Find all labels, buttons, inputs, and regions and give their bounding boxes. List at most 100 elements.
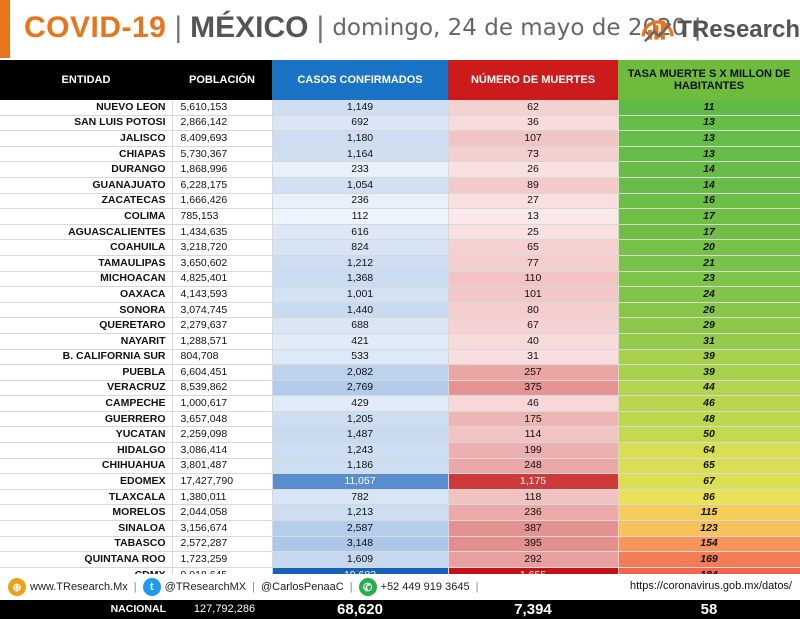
cell-poblacion: 6,604,451 [172, 365, 272, 381]
cell-casos: 236 [272, 193, 448, 209]
cell-tasa: 31 [618, 333, 800, 349]
cell-tasa: 50 [618, 427, 800, 443]
tresearch-logo: TResearch [640, 6, 800, 54]
cell-casos: 1,213 [272, 505, 448, 521]
footer-web[interactable]: ⊕ www.TResearch.Mx [8, 578, 128, 596]
cell-poblacion: 1,434,635 [172, 224, 272, 240]
cell-poblacion: 785,153 [172, 209, 272, 225]
cell-entidad: JALISCO [0, 131, 172, 147]
cell-casos: 688 [272, 318, 448, 334]
cell-tasa: 29 [618, 318, 800, 334]
cell-entidad: NAYARIT [0, 333, 172, 349]
footer-handle-text: @CarlosPenaaC [261, 581, 344, 593]
cell-muertes: 80 [448, 302, 618, 318]
cell-muertes: 27 [448, 193, 618, 209]
total-entidad: NACIONAL [0, 599, 172, 619]
cell-entidad: TAMAULIPAS [0, 255, 172, 271]
cell-casos: 692 [272, 115, 448, 131]
title-separator-2: | [317, 11, 325, 45]
cell-entidad: TABASCO [0, 536, 172, 552]
cell-tasa: 16 [618, 193, 800, 209]
footer-divider-3: | [350, 581, 353, 593]
cell-tasa: 115 [618, 505, 800, 521]
cell-muertes: 73 [448, 146, 618, 162]
header-muertes: NÚMERO DE MUERTES [448, 60, 618, 100]
cell-muertes: 65 [448, 240, 618, 256]
cell-poblacion: 1,000,617 [172, 396, 272, 412]
cell-poblacion: 2,044,058 [172, 505, 272, 521]
cell-poblacion: 8,409,693 [172, 131, 272, 147]
twitter-icon: t [143, 578, 161, 596]
cell-entidad: NUEVO LEON [0, 100, 172, 115]
cell-poblacion: 2,866,142 [172, 115, 272, 131]
cell-poblacion: 6,228,175 [172, 177, 272, 193]
cell-muertes: 40 [448, 333, 618, 349]
cell-casos: 824 [272, 240, 448, 256]
footer-handle[interactable]: @CarlosPenaaC [261, 581, 344, 593]
footer-twitter-text: @TResearchMX [165, 581, 246, 593]
table-header-row: ENTIDAD POBLACIÓN CASOS CONFIRMADOS NÚME… [0, 60, 800, 100]
cell-tasa: 13 [618, 131, 800, 147]
cell-tasa: 13 [618, 115, 800, 131]
covid-table-container: ENTIDAD POBLACIÓN CASOS CONFIRMADOS NÚME… [0, 60, 800, 619]
cell-tasa: 17 [618, 224, 800, 240]
cell-poblacion: 1,380,011 [172, 489, 272, 505]
cell-poblacion: 3,218,720 [172, 240, 272, 256]
cell-entidad: MORELOS [0, 505, 172, 521]
cell-muertes: 13 [448, 209, 618, 225]
cell-poblacion: 17,427,790 [172, 474, 272, 490]
cell-entidad: QUINTANA ROO [0, 552, 172, 568]
cell-muertes: 110 [448, 271, 618, 287]
cell-muertes: 199 [448, 443, 618, 459]
cell-tasa: 169 [618, 552, 800, 568]
cell-muertes: 107 [448, 131, 618, 147]
cell-entidad: SINALOA [0, 521, 172, 537]
cell-muertes: 89 [448, 177, 618, 193]
cell-casos: 421 [272, 333, 448, 349]
cell-casos: 616 [272, 224, 448, 240]
cell-casos: 1,212 [272, 255, 448, 271]
logo-text: TResearch [677, 16, 800, 44]
cell-poblacion: 8,539,862 [172, 380, 272, 396]
cell-casos: 1,054 [272, 177, 448, 193]
cell-entidad: OAXACA [0, 287, 172, 303]
cell-tasa: 17 [618, 209, 800, 225]
footer-source-url[interactable]: https://coronavirus.gob.mx/datos/ [630, 580, 792, 592]
cell-tasa: 123 [618, 521, 800, 537]
cell-poblacion: 4,143,593 [172, 287, 272, 303]
cell-muertes: 1,175 [448, 474, 618, 490]
header-accent-bar [0, 0, 10, 58]
cell-tasa: 65 [618, 458, 800, 474]
cell-muertes: 292 [448, 552, 618, 568]
cell-muertes: 77 [448, 255, 618, 271]
cell-poblacion: 3,074,745 [172, 302, 272, 318]
cell-casos: 782 [272, 489, 448, 505]
cell-entidad: PUEBLA [0, 365, 172, 381]
cell-tasa: 154 [618, 536, 800, 552]
header-tasa: TASA MUERTE S X MILLON DE HABITANTES [618, 60, 800, 100]
cell-entidad: COAHUILA [0, 240, 172, 256]
cell-muertes: 236 [448, 505, 618, 521]
globe-icon: ⊕ [8, 578, 26, 596]
cell-muertes: 101 [448, 287, 618, 303]
total-tasa: 58 [618, 599, 800, 619]
header-casos: CASOS CONFIRMADOS [272, 60, 448, 100]
page-title: COVID-19 | MÉXICO | domingo, 24 de mayo … [24, 8, 701, 48]
footer-twitter[interactable]: t @TResearchMX [143, 578, 246, 596]
cell-poblacion: 804,708 [172, 349, 272, 365]
footer-phone-text: +52 449 919 3645 [381, 581, 470, 593]
cell-entidad: CAMPECHE [0, 396, 172, 412]
cell-muertes: 375 [448, 380, 618, 396]
cell-poblacion: 5,610,153 [172, 100, 272, 115]
cell-tasa: 64 [618, 443, 800, 459]
cell-casos: 2,082 [272, 365, 448, 381]
cell-poblacion: 2,259,098 [172, 427, 272, 443]
total-muertes: 7,394 [448, 599, 618, 619]
footer-phone[interactable]: ✆ +52 449 919 3645 [359, 578, 470, 596]
